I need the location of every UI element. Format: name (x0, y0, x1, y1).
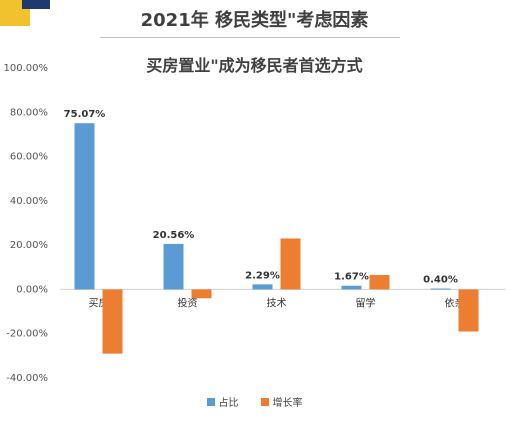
bar-growth (458, 289, 479, 332)
legend-item-growth: 增长率 (260, 394, 303, 409)
y-tick-label: 80.00% (10, 107, 48, 118)
data-label: 20.56% (153, 230, 195, 241)
bar-growth (280, 238, 301, 290)
corner-accent-navy (22, 0, 50, 9)
y-tick-label: -40.00% (6, 373, 48, 384)
data-label: 0.40% (423, 275, 458, 286)
x-category-label: 留学 (356, 296, 376, 309)
legend-label-growth: 增长率 (272, 398, 303, 409)
y-tick-label: 0.00% (16, 284, 48, 295)
data-label: 2.29% (245, 270, 280, 281)
bar-share (163, 243, 184, 290)
bar-share (430, 288, 451, 290)
chart-title: 2021年 移民类型"考虑因素 (140, 10, 369, 31)
bar-growth (102, 289, 123, 354)
bar-growth (191, 289, 212, 299)
y-tick-label: 40.00% (10, 196, 48, 207)
legend: 占比 增长率 (0, 394, 509, 409)
bar-share (341, 285, 362, 290)
legend-swatch-growth (260, 397, 269, 406)
legend-item-share: 占比 (206, 394, 239, 409)
y-tick-label: -20.00% (6, 329, 48, 340)
y-tick-label: 20.00% (10, 240, 48, 251)
legend-label-share: 占比 (218, 398, 239, 409)
title-divider (100, 37, 400, 38)
legend-swatch-share (206, 397, 215, 406)
chart-subtitle: 买房置业"成为移民者首选方式 (146, 56, 363, 75)
x-category-label: 技术 (267, 296, 287, 309)
data-label: 75.07% (64, 109, 106, 120)
y-tick-label: 100.00% (4, 63, 49, 74)
x-category-label: 投资 (178, 296, 198, 309)
data-label: 1.67% (334, 272, 369, 283)
bar-growth (369, 275, 390, 290)
y-tick-label: 60.00% (10, 152, 48, 163)
bar-share (74, 123, 95, 290)
bar-share (252, 284, 273, 290)
